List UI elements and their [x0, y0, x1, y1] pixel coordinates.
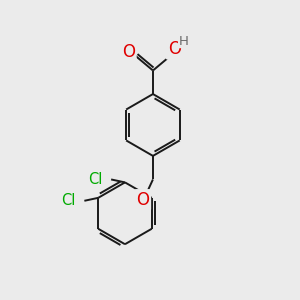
- Text: Cl: Cl: [88, 172, 102, 187]
- Text: O: O: [136, 191, 149, 209]
- Text: O: O: [122, 43, 135, 61]
- Text: H: H: [178, 34, 188, 48]
- Text: O: O: [168, 40, 181, 58]
- Text: Cl: Cl: [61, 193, 76, 208]
